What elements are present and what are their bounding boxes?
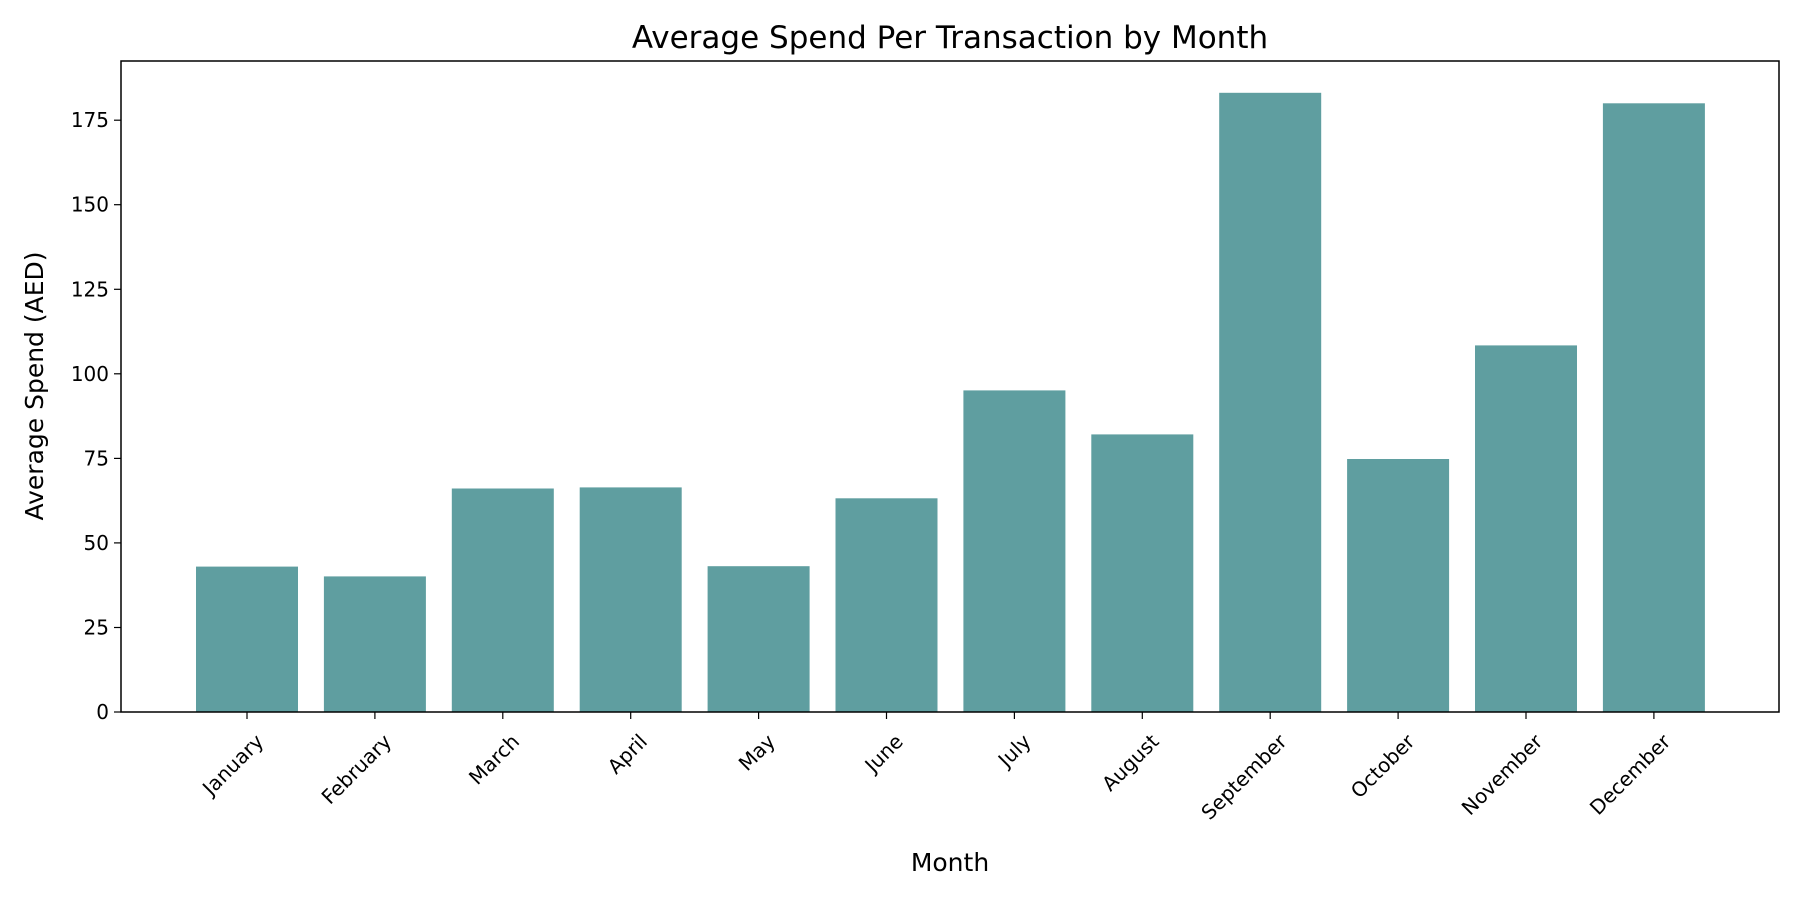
chart-title: Average Spend Per Transaction by Month — [632, 20, 1268, 56]
y-tick-label: 25 — [84, 616, 109, 640]
bar-march — [451, 488, 554, 712]
bar-april — [579, 487, 682, 712]
y-tick-label: 75 — [84, 446, 109, 470]
y-axis-ticks: 0 25 50 75 100 125 150 175 — [71, 108, 121, 724]
x-axis-label: Month — [911, 848, 989, 877]
bar-may — [707, 566, 810, 712]
bar-december — [1602, 103, 1705, 713]
bar-february — [323, 576, 426, 712]
y-tick-label: 50 — [84, 531, 109, 555]
y-axis-label: Average Spend (AED) — [20, 251, 49, 520]
bar-january — [196, 566, 298, 712]
bar-july — [963, 390, 1066, 712]
bar-november — [1475, 345, 1577, 712]
bar-june — [835, 498, 938, 712]
bars-group — [196, 92, 1705, 713]
plot-frame — [120, 60, 1780, 713]
y-tick-label: 125 — [71, 277, 109, 301]
bar-october — [1347, 459, 1450, 712]
bar-september — [1219, 92, 1322, 713]
y-tick-label: 150 — [71, 193, 109, 217]
y-tick-label: 100 — [71, 362, 109, 386]
y-tick-label: 0 — [96, 700, 109, 724]
bar-august — [1091, 434, 1194, 712]
y-tick-label: 175 — [71, 108, 109, 132]
